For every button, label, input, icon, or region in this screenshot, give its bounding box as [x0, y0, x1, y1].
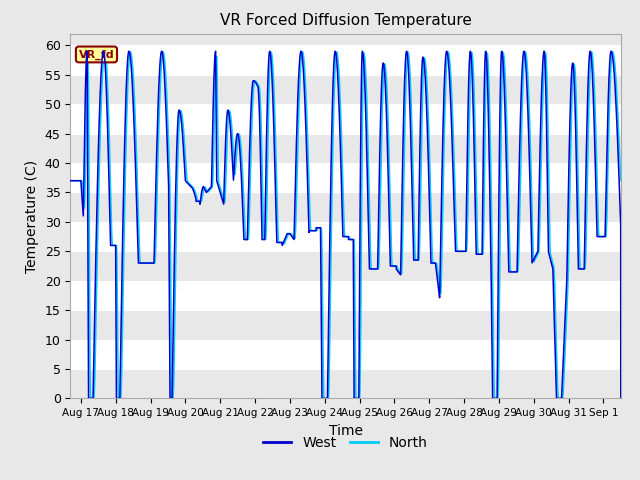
Text: VR_fd: VR_fd: [79, 49, 115, 60]
North: [519, 81, 527, 86]
Bar: [70, 75, 621, 104]
Title: VR Forced Diffusion Temperature: VR Forced Diffusion Temperature: [220, 13, 472, 28]
X-axis label: Time: Time: [328, 424, 363, 438]
Bar: [70, 310, 621, 339]
West: [424, 163, 432, 169]
Legend: West, North: West, North: [258, 430, 433, 456]
North: [277, 240, 285, 245]
Bar: [70, 369, 621, 398]
Bar: [70, 252, 621, 281]
Bar: [70, 133, 621, 163]
West: [397, 272, 404, 277]
North: [87, 396, 95, 401]
Bar: [70, 339, 621, 369]
North: [617, 178, 625, 183]
Line: North: North: [70, 52, 621, 398]
Bar: [70, 16, 621, 46]
West: [67, 178, 74, 183]
North: [397, 270, 404, 276]
Bar: [70, 192, 621, 222]
West: [277, 240, 285, 245]
North: [424, 117, 432, 122]
North: [609, 49, 616, 55]
Bar: [70, 281, 621, 310]
Bar: [70, 222, 621, 252]
North: [477, 252, 485, 257]
Line: West: West: [70, 51, 621, 398]
North: [166, 248, 174, 253]
West: [443, 48, 451, 54]
West: [617, 396, 625, 401]
Bar: [70, 104, 621, 133]
West: [519, 52, 527, 58]
Bar: [70, 46, 621, 75]
Y-axis label: Temperature (C): Temperature (C): [25, 159, 39, 273]
West: [477, 252, 485, 257]
West: [166, 396, 174, 401]
North: [67, 178, 74, 183]
Bar: [70, 163, 621, 192]
West: [84, 396, 92, 401]
